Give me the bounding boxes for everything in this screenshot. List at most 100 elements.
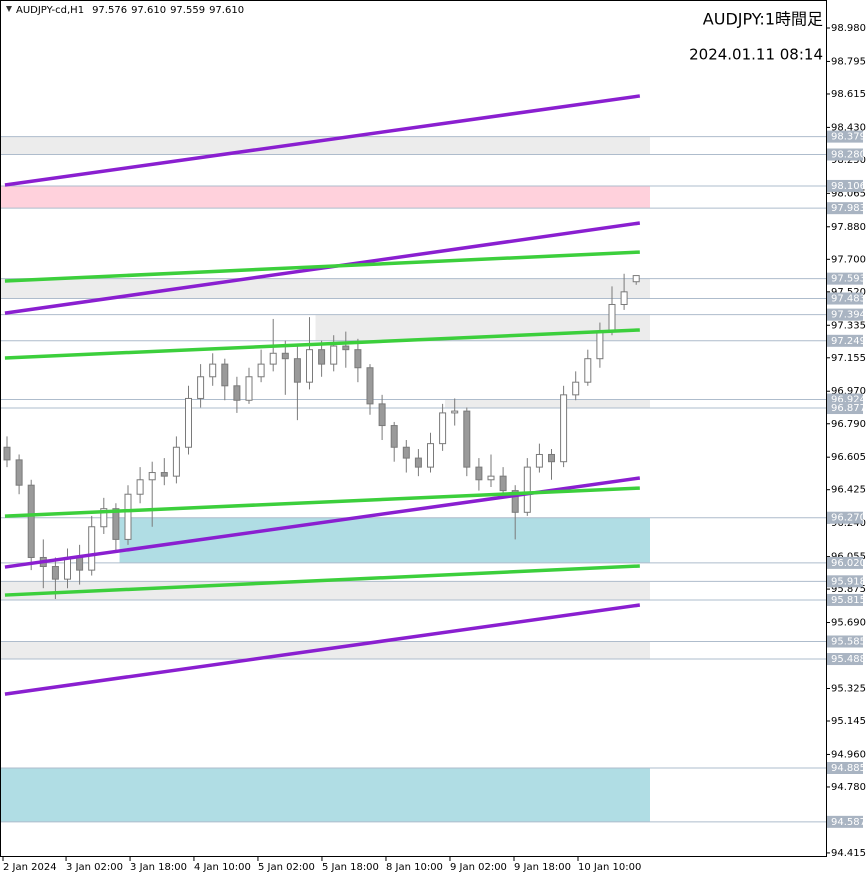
candle-body (257, 363, 265, 378)
zone (445, 399, 650, 409)
candle-body (390, 425, 398, 448)
y-tick-label: 95.145 (831, 716, 866, 727)
level-label: 96.270 (831, 513, 866, 524)
y-tick-label: 97.155 (831, 353, 866, 364)
candle-body (172, 446, 180, 477)
y-tick-label: 95.690 (831, 618, 866, 629)
candle-body (209, 363, 217, 378)
candle-body (378, 403, 386, 427)
candle-body (584, 358, 592, 383)
chart-subtitle: 2024.01.11 08:14 (689, 46, 823, 64)
y-tick-label: 96.790 (831, 419, 866, 430)
candle-body (221, 363, 229, 387)
candle-body (136, 479, 144, 495)
candle-body (3, 446, 11, 461)
candle-body (342, 345, 350, 351)
x-tick-label: 9 Jan 18:00 (514, 862, 571, 873)
x-tick-label: 2 Jan 2024 (3, 862, 57, 873)
candle-body (608, 303, 616, 333)
y-tick-label: 97.880 (831, 222, 866, 233)
candle-body (160, 472, 168, 477)
quote-low: 97.559 (170, 5, 205, 16)
zone (1, 581, 650, 600)
level-badge (827, 556, 863, 569)
x-tick-label: 3 Jan 18:00 (130, 862, 187, 873)
y-tick-label: 97.700 (831, 254, 866, 265)
level-label: 98.106 (831, 181, 866, 192)
candle-body (427, 443, 434, 468)
level-badge (827, 511, 863, 524)
level-label: 95.488 (831, 654, 866, 665)
candle-body (100, 508, 108, 528)
level-label: 96.877 (831, 403, 866, 414)
trend-line (4, 250, 640, 283)
candle-body (620, 291, 628, 305)
x-tick-label: 4 Jan 10:00 (194, 862, 251, 873)
y-tick-label: 94.960 (831, 749, 866, 760)
symbol-label: AUDJPY-cd,H1 (16, 5, 84, 16)
chart-title: AUDJPY:1時間足 (703, 10, 823, 29)
candles (3, 273, 640, 600)
y-tick-label: 98.795 (831, 56, 866, 67)
candle-body (523, 466, 531, 513)
y-tick-label: 94.415 (831, 848, 866, 859)
trend-line (4, 603, 641, 696)
y-tick-label: 96.970 (831, 386, 866, 397)
level-badge (827, 402, 863, 415)
level-label: 97.983 (831, 203, 866, 214)
candle-body (124, 493, 132, 540)
trend-line (4, 486, 640, 518)
zone (1, 278, 650, 299)
candle-body (632, 275, 640, 283)
y-tick-label: 97.520 (831, 287, 866, 298)
candle-body (402, 446, 410, 459)
candle-body (366, 367, 374, 405)
candle-body (511, 490, 519, 513)
candle-body (499, 475, 507, 492)
x-tick-label: 8 Jan 10:00 (386, 862, 443, 873)
y-tick-label: 97.335 (831, 320, 866, 331)
candle-body (463, 410, 471, 468)
candle-body (15, 459, 23, 486)
x-tick-label: 3 Jan 02:00 (66, 862, 123, 873)
level-badge (827, 292, 863, 305)
candle-body (197, 376, 205, 399)
level-label: 95.815 (831, 595, 866, 606)
candle-body (548, 453, 555, 463)
level-label: 97.483 (831, 294, 866, 305)
candle-body (354, 349, 362, 369)
candle-body (245, 376, 253, 401)
candle-body (185, 397, 192, 448)
zones (1, 136, 826, 823)
zone (1, 136, 650, 155)
candle-body (293, 358, 301, 383)
level-badge (827, 308, 863, 321)
trend-line (4, 564, 640, 597)
candle-body (330, 345, 338, 365)
zone (1, 185, 650, 209)
y-tick-label: 96.425 (831, 485, 866, 496)
x-tick-label: 9 Jan 02:00 (450, 862, 507, 873)
x-tick-label: 10 Jan 10:00 (578, 862, 641, 873)
level-badge (827, 334, 863, 347)
level-badge (827, 815, 863, 828)
candle-body (451, 410, 459, 414)
level-badge (827, 179, 863, 192)
level-label: 97.394 (831, 310, 866, 321)
y-tick-label: 98.065 (831, 188, 866, 199)
candle-body (596, 331, 604, 360)
x-tick-label: 5 Jan 18:00 (322, 862, 379, 873)
level-label: 95.918 (831, 576, 866, 587)
candle-body (51, 566, 59, 580)
quote-open: 97.576 (92, 5, 127, 16)
candle-body (306, 349, 313, 383)
level-badge (827, 130, 863, 143)
candle-body (88, 526, 96, 571)
symbol-icon (6, 6, 12, 12)
quote-high: 97.610 (131, 5, 166, 16)
level-label: 95.585 (831, 637, 866, 648)
candle-body (475, 466, 483, 481)
candle-body (76, 556, 84, 571)
